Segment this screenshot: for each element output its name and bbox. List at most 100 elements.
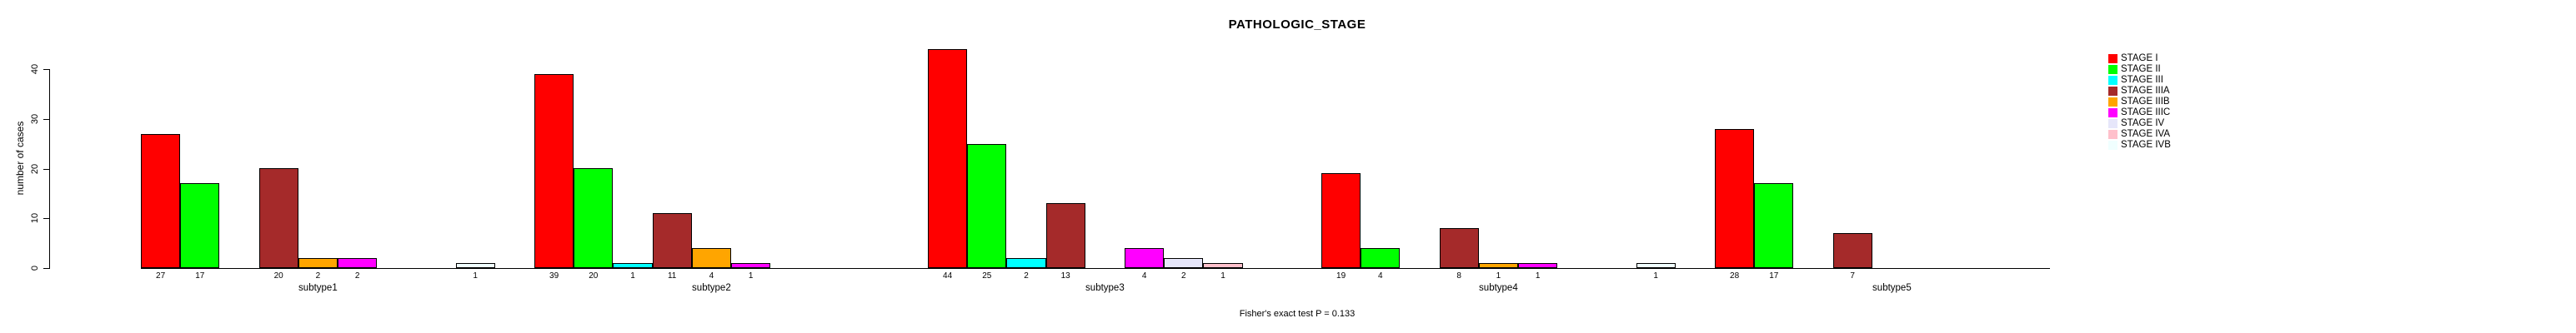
legend-item: STAGE IV	[2108, 118, 2171, 129]
bar-subtype1-stage-iiib	[298, 258, 338, 268]
bar-value-label: 20	[273, 271, 283, 281]
bar-subtype3-stage-iv	[1164, 258, 1204, 268]
legend-item-label: STAGE IVB	[2121, 140, 2171, 150]
bar-subtype3-stage-ii	[967, 144, 1007, 268]
legend-item: STAGE IIIA	[2108, 86, 2171, 97]
legend-item-label: STAGE I	[2121, 53, 2158, 63]
x-category-label: subtype3	[1085, 283, 1125, 293]
legend-item-label: STAGE III	[2121, 75, 2163, 85]
bar-value-label: 2	[1024, 271, 1029, 281]
bar-subtype2-stage-ii	[574, 168, 614, 268]
legend-item: STAGE IVB	[2108, 140, 2171, 151]
x-category-label: subtype5	[1872, 283, 1912, 293]
legend-color-swatch	[2108, 108, 2117, 117]
bar-subtype2-stage-iii	[613, 263, 653, 268]
bar-subtype2-stage-iiia	[652, 213, 692, 268]
legend-item-label: STAGE IIIA	[2121, 86, 2170, 96]
bar-value-label: 2	[1181, 271, 1186, 281]
legend-color-swatch	[2108, 119, 2117, 128]
bar-subtype3-stage-iii	[1006, 258, 1046, 268]
bar-subtype5-stage-i	[1715, 129, 1755, 268]
bar-value-label: 44	[943, 271, 953, 281]
x-category-label: subtype2	[692, 283, 731, 293]
bar-subtype4-stage-ii	[1361, 248, 1401, 268]
bar-value-label: 1	[748, 271, 754, 281]
bar-subtype4-stage-iiib	[1478, 263, 1518, 268]
legend-item: STAGE IIIB	[2108, 97, 2171, 107]
bar-value-label: 1	[1496, 271, 1501, 281]
caption-fishers-exact-test: Fisher's exact test P = 0.133	[1239, 309, 1356, 319]
legend-item: STAGE I	[2108, 53, 2171, 64]
y-tick-label: 0	[30, 265, 40, 271]
bar-value-label: 8	[1456, 271, 1461, 281]
bar-value-label: 20	[589, 271, 599, 281]
bar-subtype1-stage-ii	[180, 183, 220, 268]
bar-subtype5-stage-ii	[1754, 183, 1794, 268]
bar-value-label: 4	[1141, 271, 1147, 281]
x-category-label: subtype1	[298, 283, 338, 293]
y-tick-mark	[43, 218, 49, 219]
legend-item: STAGE III	[2108, 75, 2171, 86]
bar-subtype2-stage-i	[534, 74, 574, 268]
bar-subtype3-stage-iiic	[1125, 248, 1165, 268]
legend-color-swatch	[2108, 130, 2117, 139]
bar-value-label: 4	[709, 271, 714, 281]
x-category-label: subtype4	[1479, 283, 1518, 293]
bar-value-label: 1	[630, 271, 635, 281]
legend: STAGE I STAGE II STAGE III STAGE IIIA STAGE …	[2108, 53, 2171, 151]
bar-value-label: 25	[982, 271, 992, 281]
bar-value-label: 2	[354, 271, 360, 281]
bar-subtype4-stage-ivb	[1636, 263, 1676, 268]
legend-item-label: STAGE IIIC	[2121, 107, 2171, 117]
y-tick-mark	[43, 69, 49, 70]
bar-value-label: 4	[1378, 271, 1383, 281]
chart-title: PATHOLOGIC_STAGE	[1228, 17, 1366, 32]
bar-subtype4-stage-iiic	[1518, 263, 1558, 268]
legend-color-swatch	[2108, 87, 2117, 96]
bar-value-label: 11	[667, 271, 677, 281]
bar-value-label: 1	[1535, 271, 1541, 281]
bar-subtype3-stage-iva	[1203, 263, 1243, 268]
bar-value-label: 1	[1653, 271, 1658, 281]
legend-item-label: STAGE IVA	[2121, 129, 2171, 139]
bar-value-label: 7	[1850, 271, 1855, 281]
bar-value-label: 17	[1769, 271, 1779, 281]
y-axis-line	[49, 69, 50, 269]
y-tick-mark	[43, 119, 49, 120]
bar-subtype4-stage-iiia	[1439, 228, 1479, 268]
bar-value-label: 1	[1220, 271, 1225, 281]
bar-value-label: 28	[1730, 271, 1740, 281]
y-tick-label: 20	[30, 163, 40, 175]
bar-subtype1-stage-i	[141, 134, 181, 268]
bar-subtype1-stage-iiic	[338, 258, 378, 268]
legend-color-swatch	[2108, 76, 2117, 85]
legend-item-label: STAGE II	[2121, 64, 2161, 74]
legend-item-label: STAGE IV	[2121, 118, 2165, 128]
legend-item-label: STAGE IIIB	[2121, 97, 2170, 107]
bar-subtype1-stage-iiia	[258, 168, 298, 268]
bar-subtype1-stage-ivb	[455, 263, 495, 268]
bar-subtype2-stage-iiib	[691, 248, 731, 268]
bar-value-label: 13	[1060, 271, 1070, 281]
bar-value-label: 27	[156, 271, 166, 281]
legend-color-swatch	[2108, 65, 2117, 74]
legend-item: STAGE IVA	[2108, 129, 2171, 140]
bar-value-label: 39	[549, 271, 559, 281]
legend-color-swatch	[2108, 97, 2117, 107]
y-tick-label: 10	[30, 212, 40, 224]
bar-subtype3-stage-i	[928, 49, 968, 268]
x-axis-line	[141, 268, 2050, 269]
legend-color-swatch	[2108, 54, 2117, 63]
bar-value-label: 19	[1336, 271, 1346, 281]
y-tick-mark	[43, 268, 49, 269]
bar-value-label: 2	[315, 271, 321, 281]
y-tick-label: 30	[30, 113, 40, 125]
bar-subtype3-stage-iiia	[1045, 203, 1085, 268]
legend-item: STAGE IIIC	[2108, 107, 2171, 118]
y-tick-mark	[43, 169, 49, 170]
bar-subtype4-stage-i	[1321, 173, 1361, 268]
legend-color-swatch	[2108, 141, 2117, 150]
bar-value-label: 17	[195, 271, 205, 281]
bar-subtype2-stage-iiic	[731, 263, 771, 268]
